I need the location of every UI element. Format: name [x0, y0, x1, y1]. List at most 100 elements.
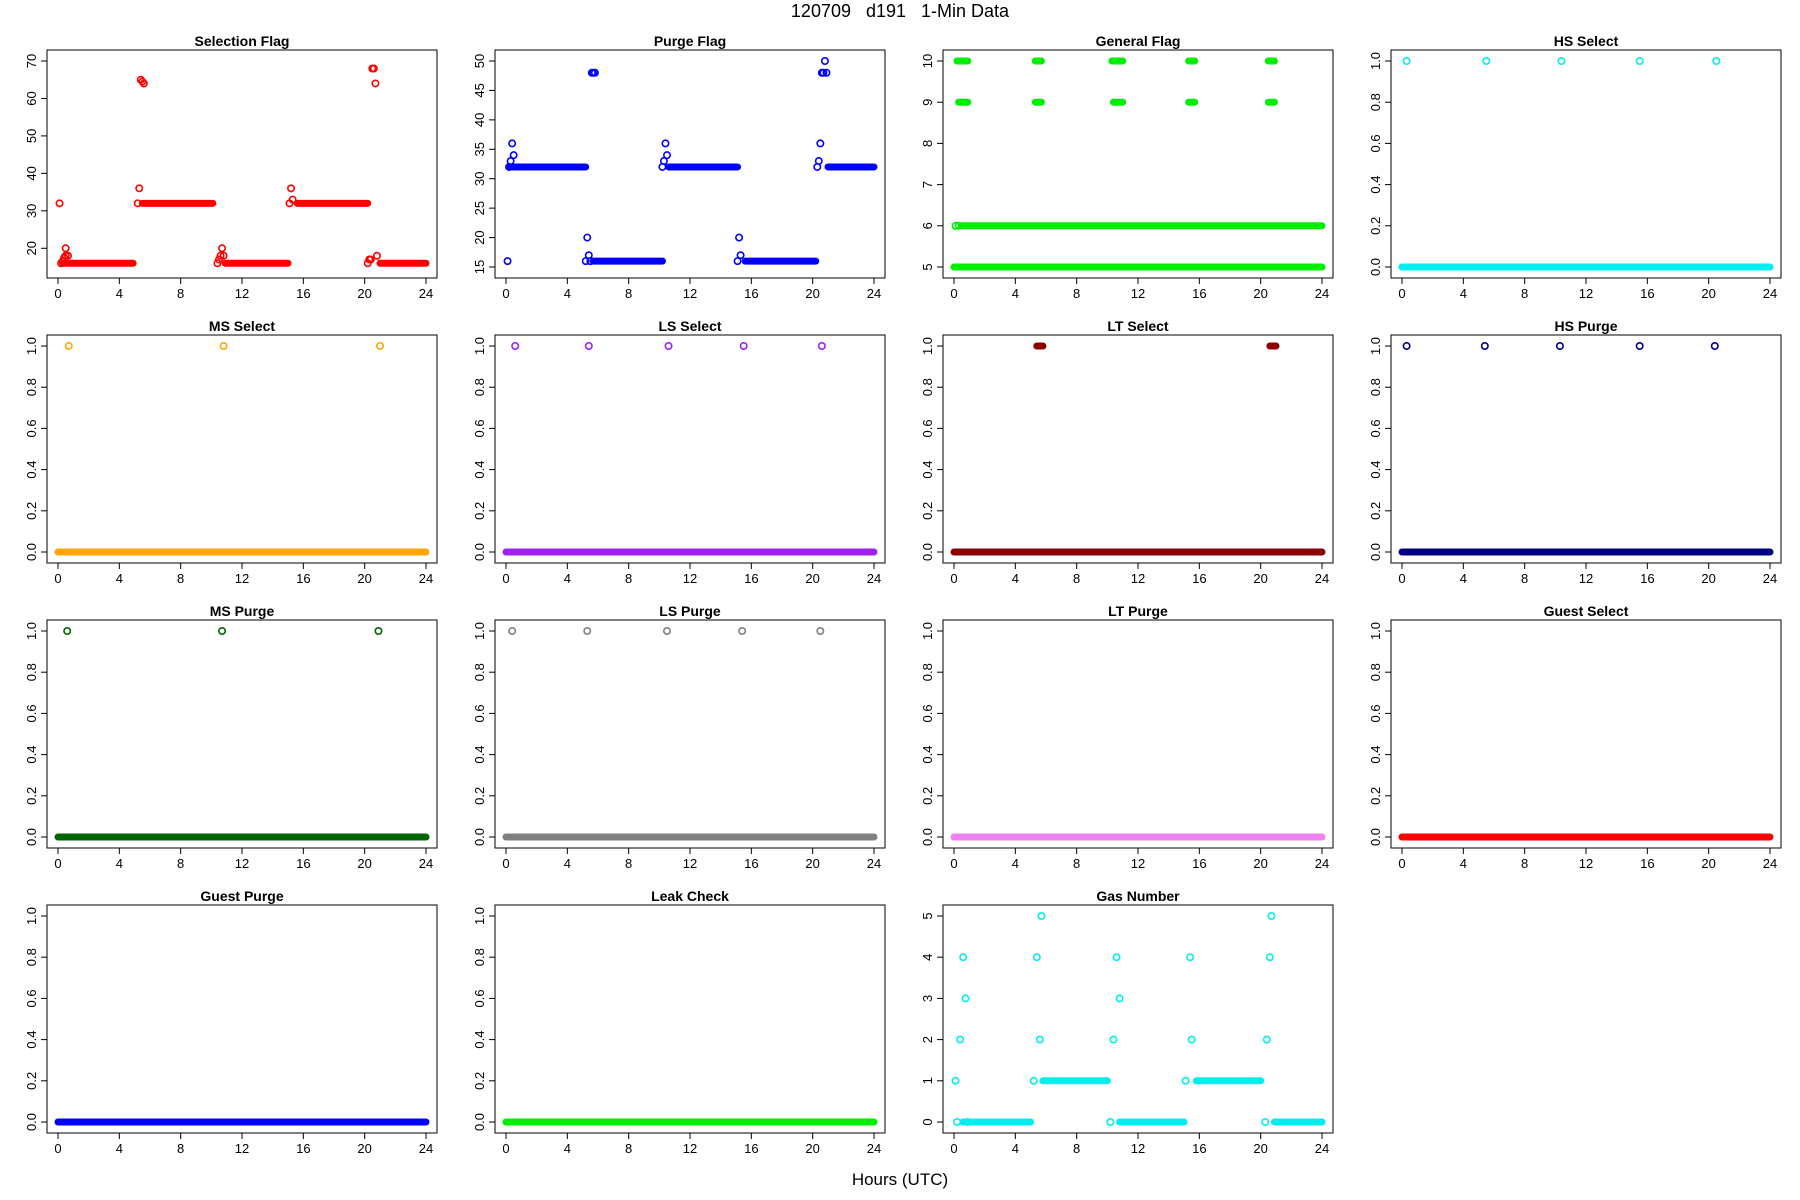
- x-tick-label: 4: [564, 571, 571, 586]
- data-point: [508, 626, 517, 635]
- y-tick-label: 0.8: [920, 378, 935, 396]
- x-tick-label: 0: [502, 571, 509, 586]
- y-tick-label: 0.0: [24, 543, 39, 561]
- x-tick-label: 8: [625, 856, 632, 871]
- y-tick-label: 0.0: [1368, 828, 1383, 846]
- data-point: [219, 251, 228, 260]
- y-tick-label: 1.0: [472, 622, 487, 640]
- plot-frame: [942, 904, 1334, 1134]
- x-tick-label: 16: [1640, 856, 1654, 871]
- data-point: [511, 341, 520, 350]
- x-tick-label: 20: [805, 286, 819, 301]
- y-tick-label: 15: [472, 260, 487, 274]
- x-tick-label: 0: [54, 1141, 61, 1156]
- y-tick-label: 40: [472, 113, 487, 127]
- data-point: [816, 139, 825, 148]
- y-tick-label: 0.4: [472, 1031, 487, 1049]
- x-tick-label: 16: [1192, 1141, 1206, 1156]
- y-tick-label: 0.6: [1368, 134, 1383, 152]
- x-tick-label: 8: [1073, 571, 1080, 586]
- data-point: [288, 195, 297, 204]
- x-tick-label: 0: [54, 571, 61, 586]
- panel-lt-select: LT Select 0 4 8 12 16 20 24 0.0 0.2 0.4 0.6 0.8 1.0: [920, 318, 1334, 586]
- x-tick-label: 20: [357, 286, 371, 301]
- x-tick-label: 0: [1398, 571, 1405, 586]
- x-tick-label: 24: [867, 286, 881, 301]
- y-tick-label: 0.6: [24, 419, 39, 437]
- y-tick-label: 0.6: [1368, 704, 1383, 722]
- y-tick-label: 50: [472, 54, 487, 68]
- y-tick-label: 30: [24, 204, 39, 218]
- y-tick-label: 0.8: [472, 378, 487, 396]
- x-tick-label: 8: [1521, 571, 1528, 586]
- x-tick-label: 12: [683, 1141, 697, 1156]
- y-tick-label: 1.0: [1368, 337, 1383, 355]
- data-point: [951, 1076, 960, 1085]
- data-point: [959, 953, 968, 962]
- chart-title: MS Select: [209, 318, 275, 334]
- panel-ls-select: LS Select 0 4 8 12 16 20 24 0.0 0.2 0.4 0.6 0.8 1.0: [472, 318, 886, 586]
- chart-title: LS Purge: [659, 603, 721, 619]
- data-point: [951, 221, 960, 230]
- x-tick-label: 16: [296, 286, 310, 301]
- x-tick-label: 16: [744, 856, 758, 871]
- y-tick-label: 0.4: [1368, 176, 1383, 194]
- data-point: [1106, 1118, 1115, 1127]
- data-point: [583, 233, 592, 242]
- x-tick-label: 0: [54, 286, 61, 301]
- x-tick-label: 12: [1131, 856, 1145, 871]
- y-tick-label: 4: [920, 954, 935, 961]
- x-tick-label: 8: [1521, 286, 1528, 301]
- y-tick-label: 0.2: [1368, 787, 1383, 805]
- y-tick-label: 0.0: [24, 828, 39, 846]
- x-tick-label: 4: [1012, 1141, 1019, 1156]
- y-tick-label: 0.8: [1368, 663, 1383, 681]
- data-point: [218, 626, 227, 635]
- y-tick-label: 8: [920, 140, 935, 147]
- data-point: [1262, 1035, 1271, 1044]
- data-point: [60, 253, 69, 262]
- data-point: [219, 341, 228, 350]
- y-tick-label: 0.8: [472, 663, 487, 681]
- y-tick-label: 1.0: [472, 907, 487, 925]
- data-point: [733, 257, 742, 266]
- panel-general-flag: General Flag 0 4 8 12 16 20 24 5 6 7 8 9 10: [920, 33, 1334, 301]
- chart-title: Leak Check: [651, 888, 729, 904]
- y-tick-label: 0.2: [472, 502, 487, 520]
- x-tick-label: 8: [177, 286, 184, 301]
- y-tick-label: 70: [24, 54, 39, 68]
- data-point: [1635, 341, 1644, 350]
- y-tick-label: 0.0: [1368, 258, 1383, 276]
- x-tick-label: 0: [502, 1141, 509, 1156]
- y-tick-label: 0.2: [472, 787, 487, 805]
- x-tick-label: 8: [1073, 286, 1080, 301]
- x-tick-label: 4: [1012, 286, 1019, 301]
- data-point: [1267, 911, 1276, 920]
- data-point: [371, 79, 380, 88]
- x-tick-label: 4: [1012, 856, 1019, 871]
- data-point: [1187, 1035, 1196, 1044]
- data-point: [135, 184, 144, 193]
- plot-frame: [46, 619, 438, 849]
- data-point: [590, 68, 599, 77]
- x-tick-label: 24: [1763, 856, 1777, 871]
- data-point: [374, 626, 383, 635]
- y-tick-label: 20: [24, 241, 39, 255]
- x-tick-label: 24: [419, 856, 433, 871]
- data-point: [138, 77, 147, 86]
- y-tick-label: 0.8: [1368, 93, 1383, 111]
- y-tick-label: 0.6: [1368, 419, 1383, 437]
- y-tick-label: 0.4: [920, 461, 935, 479]
- y-tick-label: 0.6: [472, 419, 487, 437]
- x-tick-label: 24: [419, 571, 433, 586]
- data-point: [1186, 953, 1195, 962]
- y-tick-label: 0.4: [24, 746, 39, 764]
- chart-title: LT Select: [1107, 318, 1169, 334]
- data-point: [64, 341, 73, 350]
- x-tick-label: 20: [805, 856, 819, 871]
- data-point: [822, 68, 831, 77]
- y-tick-label: 0.6: [472, 704, 487, 722]
- panel-hs-select: HS Select 0 4 8 12 16 20 24 0.0 0.2 0.4 0.6 0.8 1.0: [1368, 33, 1782, 301]
- x-tick-label: 16: [1192, 856, 1206, 871]
- data-point: [506, 157, 515, 166]
